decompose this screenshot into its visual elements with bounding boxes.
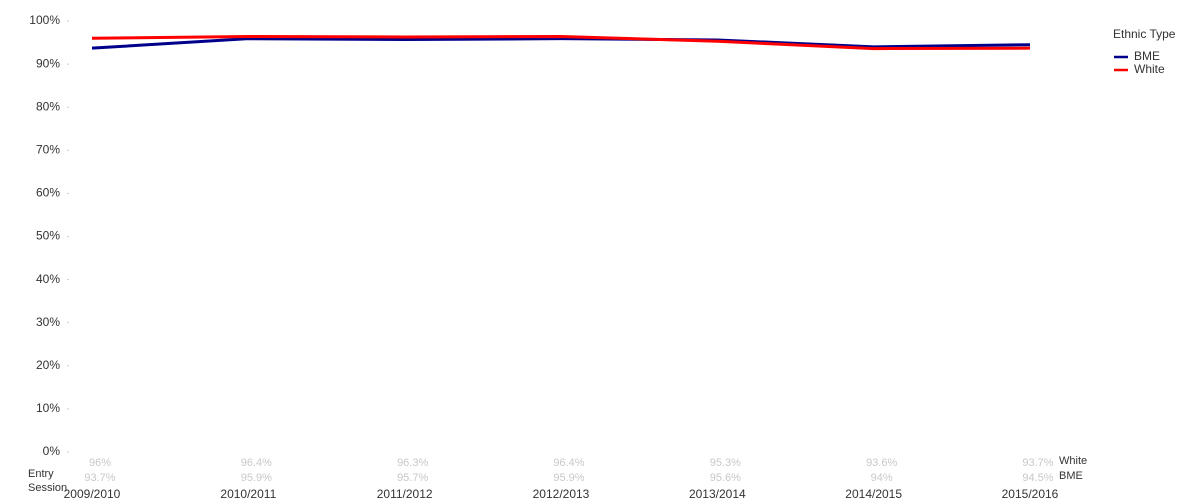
x-tick-label: 2012/2013 (533, 487, 590, 501)
data-label: 96.3% (397, 457, 428, 469)
data-label: 96.4% (241, 457, 272, 469)
data-label: 95.6% (710, 472, 741, 484)
x-tick-label: 2011/2012 (377, 487, 433, 501)
x-tick-label: 2014/2015 (845, 487, 902, 501)
data-label: 94.5% (1022, 472, 1053, 484)
y-tick-label: 10% (36, 401, 60, 415)
x-tick-label: 2010/2011 (220, 487, 276, 501)
legend-label: BME (1134, 49, 1160, 63)
y-tick-label: 50% (36, 229, 60, 243)
y-tick-label: 30% (36, 315, 60, 329)
legend-label: White (1134, 62, 1165, 76)
data-label: 93.6% (866, 457, 897, 469)
x-tick-label: 2015/2016 (1002, 487, 1059, 501)
data-label: 94% (871, 472, 893, 484)
row-label: BME (1059, 470, 1083, 482)
data-label: 93.7% (1022, 457, 1053, 469)
y-tick-label: 0% (43, 444, 61, 458)
data-label: 95.9% (553, 472, 584, 484)
data-label: 96.4% (553, 457, 584, 469)
row-label: White (1059, 455, 1087, 467)
data-label: 96% (89, 457, 111, 469)
y-tick-label: 100% (29, 13, 60, 27)
data-label: 95.3% (710, 457, 741, 469)
x-tick-label: 2013/2014 (689, 487, 746, 501)
data-label: 93.7% (84, 472, 115, 484)
y-tick-label: 20% (36, 358, 60, 372)
data-label: 95.9% (241, 472, 272, 484)
y-tick-label: 90% (36, 56, 60, 70)
y-tick-label: 70% (36, 142, 60, 156)
x-tick-label: 2009/2010 (64, 487, 121, 501)
legend-title: Ethnic Type (1113, 27, 1176, 41)
y-tick-label: 80% (36, 99, 60, 113)
y-tick-label: 60% (36, 186, 60, 200)
x-axis-label: Entry Session (28, 468, 68, 494)
y-tick-label: 40% (36, 272, 60, 286)
series-line (91, 37, 1031, 50)
series-line (91, 35, 1031, 51)
data-label: 95.7% (397, 472, 428, 484)
